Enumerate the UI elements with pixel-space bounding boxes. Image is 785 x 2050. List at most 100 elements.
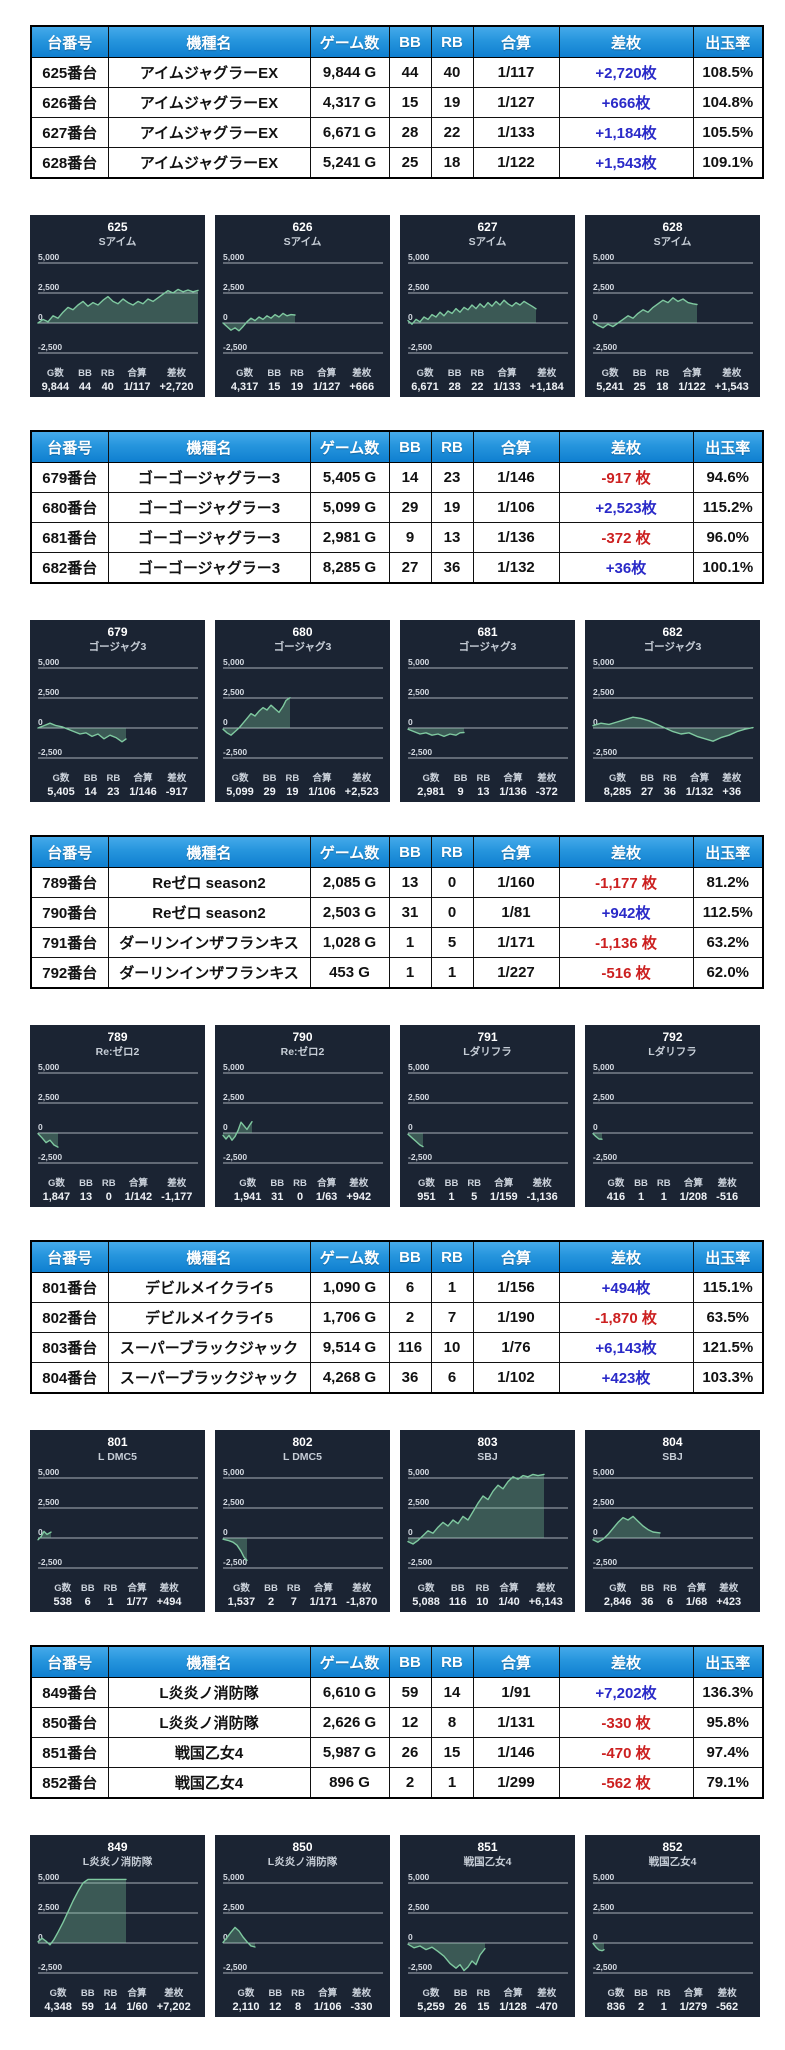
y-tick-label: 2,500 — [38, 1497, 60, 1507]
stat-item: G数 9,844 — [42, 367, 70, 394]
cell-combined-rate: 1/132 — [472, 552, 560, 584]
stat-item: G数 5,099 — [226, 772, 254, 799]
cell-rb: 10 — [430, 1332, 474, 1363]
panel-machine-number: 851 — [477, 1840, 498, 1854]
stat-label: G数 — [417, 1178, 435, 1189]
slump-chart: 5,000 2,500 0 -2,500 — [222, 1872, 383, 1974]
stat-value: 1/77 — [126, 1596, 148, 1608]
slump-panel: 789 Re:ゼロ2 5,000 2,500 0 -2,500 G数 1,847 BB 13 RB 0… — [30, 1025, 205, 1207]
panel-stats: G数 5,259 BB 26 RB 15 合算 1/128 差枚 -470 — [400, 1987, 575, 2014]
stat-value: 26 — [454, 2001, 467, 2013]
cell-coin-diff: -330 枚 — [558, 1707, 694, 1738]
slump-line — [222, 697, 291, 736]
slump-panel: 628 Sアイム 5,000 2,500 0 -2,500 G数 5,241 BB 25 RB 18 合… — [585, 215, 760, 397]
stat-value: +36 — [722, 786, 742, 798]
stat-label: G数 — [236, 368, 254, 379]
table-row: 801番台 デビルメイクライ5 1,090 G 6 1 1/156 +494枚 115.1% — [30, 1272, 764, 1303]
stat-item: BB 44 — [78, 367, 92, 394]
stat-value: 0 — [296, 1191, 304, 1203]
cell-coin-diff: -562 枚 — [558, 1767, 694, 1799]
stat-item: 差枚 +36 — [722, 772, 741, 799]
y-tick-label: 0 — [593, 1932, 598, 1942]
panel-machine-number: 850 — [292, 1840, 313, 1854]
stat-item: BB 36 — [640, 1582, 654, 1609]
stat-item: 合算 1/133 — [493, 367, 521, 394]
stat-label: RB — [662, 773, 677, 784]
stat-label: BB — [634, 1988, 648, 1999]
stat-label: 合算 — [127, 1988, 147, 1999]
stat-item: 差枚 +423 — [716, 1582, 741, 1609]
cell-combined-rate: 1/122 — [472, 147, 560, 179]
cell-machine-number: 802番台 — [30, 1302, 109, 1333]
cell-payout-rate: 97.4% — [692, 1737, 764, 1768]
slump-area-fill — [38, 289, 198, 323]
stat-label: 合算 — [317, 368, 337, 379]
cell-combined-rate: 1/136 — [472, 522, 560, 553]
panel-machine-number: 803 — [477, 1435, 498, 1449]
table-header-cell: 台番号 — [30, 1645, 109, 1678]
y-tick-label: 2,500 — [223, 687, 245, 697]
panel-stats: G数 836 BB 2 RB 1 合算 1/279 差枚 -562 — [585, 1987, 760, 2014]
cell-combined-rate: 1/81 — [472, 897, 560, 928]
cell-model-name: デビルメイクライ5 — [107, 1272, 311, 1303]
stat-label: RB — [470, 368, 485, 379]
stat-value: 416 — [606, 1191, 626, 1203]
stat-label: 差枚 — [352, 773, 372, 784]
table-row: 849番台 L炎炎ノ消防隊 6,610 G 59 14 1/91 +7,202枚 136.3% — [30, 1677, 764, 1708]
cell-rb: 0 — [430, 867, 474, 898]
cell-game-count: 5,099 G — [309, 492, 390, 523]
panel-machine-number: 791 — [477, 1030, 498, 1044]
stat-item: 合算 1/208 — [680, 1177, 708, 1204]
cell-coin-diff: +2,720枚 — [558, 57, 694, 88]
stat-label: 差枚 — [352, 1583, 372, 1594]
stat-label: 合算 — [128, 1178, 148, 1189]
stat-item: 合算 1/77 — [126, 1582, 147, 1609]
panel-machine-number: 792 — [662, 1030, 683, 1044]
cell-payout-rate: 104.8% — [692, 87, 764, 118]
panel-machine-name: L DMC5 — [283, 1451, 322, 1463]
stat-value: 1,537 — [227, 1596, 256, 1608]
stat-label: BB — [634, 1178, 648, 1189]
table-header-cell: ゲーム数 — [309, 430, 390, 463]
y-tick-label: -2,500 — [408, 1152, 432, 1162]
stat-label: 差枚 — [166, 368, 186, 379]
stat-label: BB — [78, 368, 92, 379]
slump-chart: 5,000 2,500 0 -2,500 — [592, 657, 754, 759]
machine-stats-table: 台番号 機種名 ゲーム数 BB RB 合算 差枚 出玉率 625番台 アイムジャグラーEX 9,84… — [30, 25, 764, 179]
stat-label: G数 — [237, 1988, 255, 1999]
stat-label: 差枚 — [159, 1583, 179, 1594]
cell-coin-diff: -470 枚 — [558, 1737, 694, 1768]
cell-rb: 1 — [430, 1272, 474, 1303]
stat-value: 1/279 — [679, 2001, 708, 2013]
slump-area-fill — [223, 1121, 252, 1141]
stat-item: G数 5,259 — [417, 1987, 445, 2014]
stat-item: 差枚 -1,870 — [346, 1582, 377, 1609]
slump-chart: 5,000 2,500 0 -2,500 — [592, 1467, 753, 1569]
cell-game-count: 1,090 G — [309, 1272, 390, 1303]
y-tick-label: -2,500 — [408, 747, 432, 757]
stat-label: 差枚 — [351, 1988, 371, 1999]
cell-model-name: L炎炎ノ消防隊 — [107, 1677, 311, 1708]
table-header-cell: 機種名 — [107, 835, 311, 868]
panel-stats: G数 5,088 BB 116 RB 10 合算 1/40 差枚 +6,143 — [400, 1582, 575, 1609]
table-header-cell: 出玉率 — [692, 1240, 764, 1273]
cell-combined-rate: 1/146 — [472, 1737, 560, 1768]
panel-stats: G数 538 BB 6 RB 1 合算 1/77 差枚 +494 — [30, 1582, 205, 1609]
slump-panel: 681 ゴージャグ3 5,000 2,500 0 -2,500 G数 2,981 BB 9 RB 13… — [400, 620, 575, 802]
cell-bb: 29 — [388, 492, 432, 523]
stat-label: 合算 — [683, 1178, 703, 1189]
cell-model-name: ゴーゴージャグラー3 — [107, 552, 311, 584]
table-row: 792番台 ダーリンインザフランキス 453 G 1 1 1/227 -516 枚 62.0% — [30, 957, 764, 989]
slump-area-fill — [223, 1538, 247, 1561]
slump-chart: 5,000 2,500 0 -2,500 — [592, 252, 753, 354]
table-header-cell: RB — [430, 1240, 474, 1273]
slump-panel: 849 L炎炎ノ消防隊 5,000 2,500 0 -2,500 G数 4,348 BB 59 RB… — [30, 1835, 205, 2017]
panel-machine-name: Re:ゼロ2 — [95, 1046, 140, 1058]
panel-machine-number: 789 — [107, 1030, 128, 1044]
stat-label: 差枚 — [537, 1988, 557, 1999]
stat-label: 差枚 — [537, 368, 557, 379]
y-tick-label: 0 — [223, 312, 228, 322]
cell-rb: 7 — [430, 1302, 474, 1333]
slump-area-fill — [593, 1943, 604, 1951]
